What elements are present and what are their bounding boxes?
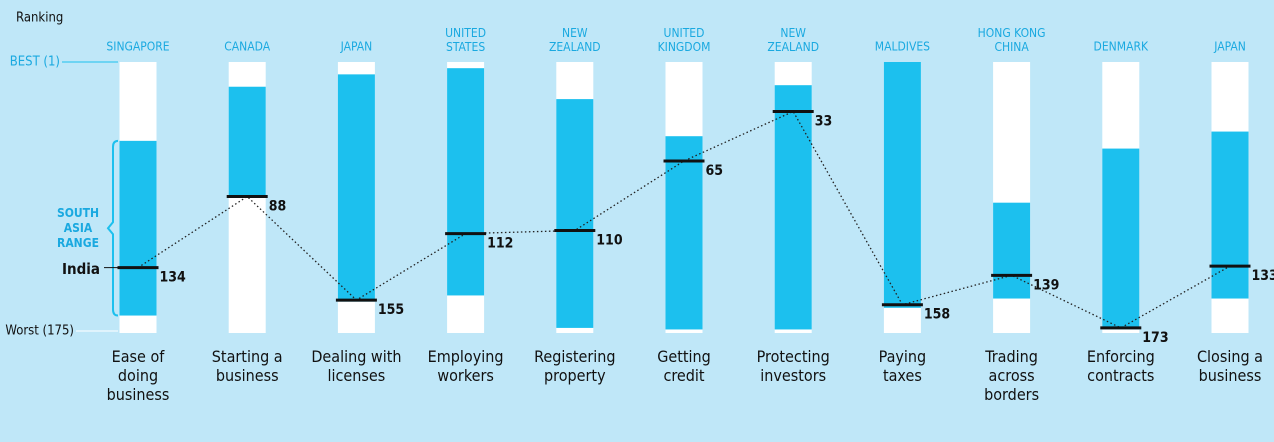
best-country-label: NEW ZEALAND: [767, 26, 819, 54]
best-country-label: SINGAPORE: [106, 40, 169, 54]
value-label: 65: [706, 163, 724, 179]
best-country-label: DENMARK: [1094, 40, 1149, 54]
value-label: 112: [487, 236, 513, 252]
x-tick-label: Dealing with licenses: [311, 347, 401, 385]
value-label: 110: [596, 233, 623, 249]
x-tick-label: Protecting investors: [757, 347, 830, 385]
x-tick-label: Ease of doing business: [107, 347, 170, 404]
range-label: SOUTH ASIA RANGE: [57, 206, 99, 250]
best-country-label: HONG KONG CHINA: [978, 26, 1046, 54]
best-country-label: MALDIVES: [875, 40, 930, 54]
value-label: 88: [269, 199, 287, 215]
axis-label: Ranking: [16, 11, 63, 26]
range-bar: [665, 136, 703, 330]
range-bar: [556, 99, 594, 328]
best-country-label: CANADA: [224, 40, 270, 54]
x-tick-label: Registering property: [534, 347, 615, 385]
best-country-label: UNITED KINGDOM: [658, 26, 711, 54]
range-bar: [774, 85, 812, 330]
range-bar: [993, 202, 1031, 299]
best-country-label: JAPAN: [340, 40, 373, 54]
range-bracket: [106, 139, 119, 317]
value-label: 158: [924, 307, 950, 323]
range-bar: [337, 74, 375, 302]
best-country-label: UNITED STATES: [445, 26, 486, 54]
x-tick-label: Paying taxes: [879, 347, 927, 385]
value-label: 134: [160, 270, 187, 286]
y-tick-label: Worst (175): [5, 324, 74, 339]
value-label: 33: [815, 113, 833, 129]
value-label: 173: [1142, 330, 1168, 346]
range-bar: [447, 68, 485, 296]
x-tick-label: Trading across borders: [984, 347, 1039, 404]
x-tick-label: Getting credit: [657, 347, 711, 385]
range-bar: [119, 140, 157, 316]
best-country-label: NEW ZEALAND: [549, 26, 601, 54]
x-tick-label: Starting a business: [212, 347, 283, 385]
range-bar: [883, 62, 921, 308]
range-bar: [1102, 148, 1140, 330]
value-label: 155: [378, 302, 404, 318]
range-bar: [1211, 131, 1249, 299]
value-label: 139: [1033, 277, 1059, 293]
range-bar: [228, 86, 266, 197]
value-label: 133: [1252, 268, 1274, 284]
india-label: India: [62, 260, 100, 278]
y-tick-label: BEST (1): [10, 55, 60, 70]
best-country-label: JAPAN: [1213, 40, 1246, 54]
x-tick-label: Employing workers: [428, 347, 504, 385]
x-tick-label: Enforcing contracts: [1087, 347, 1155, 385]
x-tick-label: Closing a business: [1197, 347, 1263, 385]
